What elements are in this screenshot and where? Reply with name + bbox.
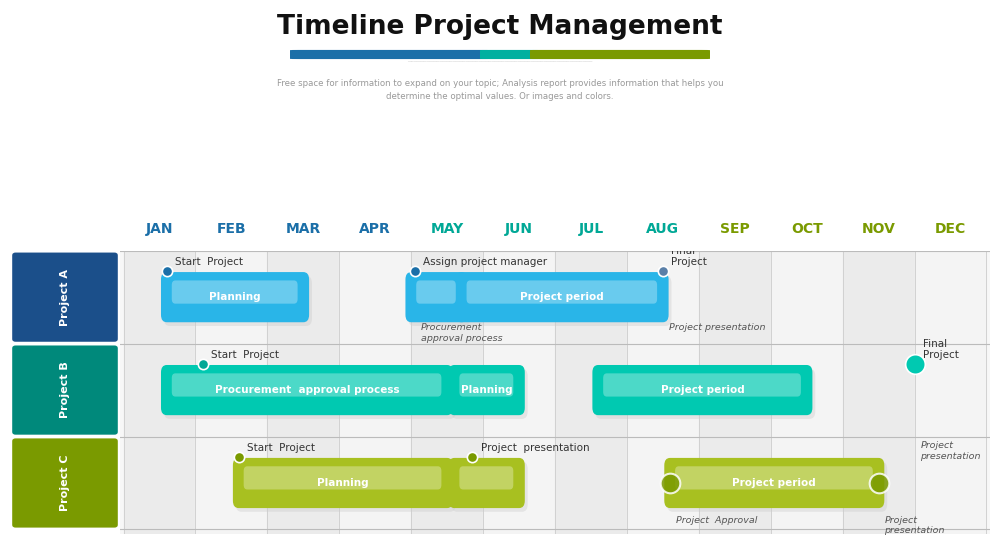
Bar (699, 251, 771, 534)
Bar (627, 251, 699, 534)
Point (662, 479, 678, 487)
FancyBboxPatch shape (172, 281, 298, 304)
Text: Project
presentation: Project presentation (884, 516, 945, 535)
Text: Free space for information to expand on your topic; Analysis report provides inf: Free space for information to expand on … (277, 79, 723, 101)
Text: Start  Project: Start Project (211, 350, 279, 360)
FancyBboxPatch shape (161, 272, 309, 322)
Bar (339, 251, 411, 534)
FancyBboxPatch shape (12, 252, 118, 342)
Point (159, 267, 175, 276)
Text: DEC: DEC (935, 222, 966, 236)
Point (231, 452, 247, 461)
Text: Assign project manager: Assign project manager (423, 257, 548, 268)
FancyBboxPatch shape (592, 365, 812, 415)
Point (655, 267, 671, 276)
Text: Final
Project: Final Project (671, 246, 707, 268)
Text: MAY: MAY (431, 222, 464, 236)
Text: AUG: AUG (646, 222, 679, 236)
Text: NOV: NOV (862, 222, 895, 236)
FancyBboxPatch shape (405, 272, 467, 322)
Text: ─────────────────────────────────────────────────────────: ────────────────────────────────────────… (407, 60, 593, 65)
FancyBboxPatch shape (164, 276, 312, 326)
FancyBboxPatch shape (161, 365, 453, 415)
Bar (843, 251, 915, 534)
Text: JAN: JAN (146, 222, 173, 236)
FancyBboxPatch shape (595, 369, 815, 419)
Point (871, 479, 887, 487)
Text: Project A: Project A (60, 269, 70, 326)
Text: Final
Project: Final Project (923, 339, 959, 360)
Text: Planning: Planning (209, 292, 261, 302)
Text: Project presentation: Project presentation (669, 323, 765, 332)
Text: Project  presentation: Project presentation (481, 443, 590, 453)
Bar (915, 251, 986, 534)
FancyBboxPatch shape (467, 281, 657, 304)
FancyBboxPatch shape (675, 467, 873, 489)
Text: Project C: Project C (60, 455, 70, 511)
FancyBboxPatch shape (233, 458, 453, 508)
FancyBboxPatch shape (667, 462, 887, 512)
FancyBboxPatch shape (459, 276, 671, 326)
Bar (771, 251, 843, 534)
Text: JUN: JUN (505, 222, 533, 236)
FancyBboxPatch shape (290, 50, 490, 59)
Text: Project
presentation: Project presentation (920, 441, 981, 461)
Text: Project  Approval: Project Approval (676, 516, 757, 524)
Text: Procurement  approval process: Procurement approval process (215, 385, 399, 395)
Text: Start  Project: Start Project (175, 257, 243, 268)
Text: Procurement
approval process: Procurement approval process (421, 323, 502, 343)
Text: Project period: Project period (661, 385, 744, 395)
FancyBboxPatch shape (12, 438, 118, 528)
FancyBboxPatch shape (459, 373, 513, 397)
FancyBboxPatch shape (603, 373, 801, 397)
FancyBboxPatch shape (172, 373, 441, 397)
Text: OCT: OCT (791, 222, 823, 236)
FancyBboxPatch shape (244, 467, 441, 489)
FancyBboxPatch shape (451, 462, 528, 512)
FancyBboxPatch shape (12, 346, 118, 435)
Text: Start  Project: Start Project (247, 443, 315, 453)
FancyBboxPatch shape (456, 272, 669, 322)
Point (907, 360, 923, 368)
Bar (555, 251, 627, 534)
Text: Project period: Project period (732, 478, 816, 488)
FancyBboxPatch shape (664, 458, 884, 508)
FancyBboxPatch shape (416, 281, 456, 304)
FancyBboxPatch shape (480, 50, 540, 59)
FancyBboxPatch shape (459, 467, 513, 489)
FancyBboxPatch shape (408, 276, 470, 326)
FancyBboxPatch shape (451, 369, 528, 419)
Text: APR: APR (359, 222, 391, 236)
Text: Planning: Planning (317, 478, 369, 488)
Bar (195, 251, 267, 534)
FancyBboxPatch shape (236, 462, 456, 512)
Text: FEB: FEB (217, 222, 246, 236)
FancyBboxPatch shape (449, 365, 525, 415)
Bar (124, 251, 195, 534)
Text: Timeline Project Management: Timeline Project Management (277, 14, 723, 40)
FancyBboxPatch shape (449, 458, 525, 508)
Text: MAR: MAR (286, 222, 321, 236)
Text: Project B: Project B (60, 362, 70, 419)
FancyBboxPatch shape (530, 50, 710, 59)
Text: Project period: Project period (520, 292, 604, 302)
Bar (411, 251, 483, 534)
FancyBboxPatch shape (164, 369, 456, 419)
Point (464, 452, 480, 461)
Bar (483, 251, 555, 534)
Point (195, 360, 211, 368)
Text: SEP: SEP (720, 222, 750, 236)
Bar (267, 251, 339, 534)
Point (407, 267, 423, 276)
Text: JUL: JUL (578, 222, 604, 236)
Text: Planning: Planning (461, 385, 513, 395)
